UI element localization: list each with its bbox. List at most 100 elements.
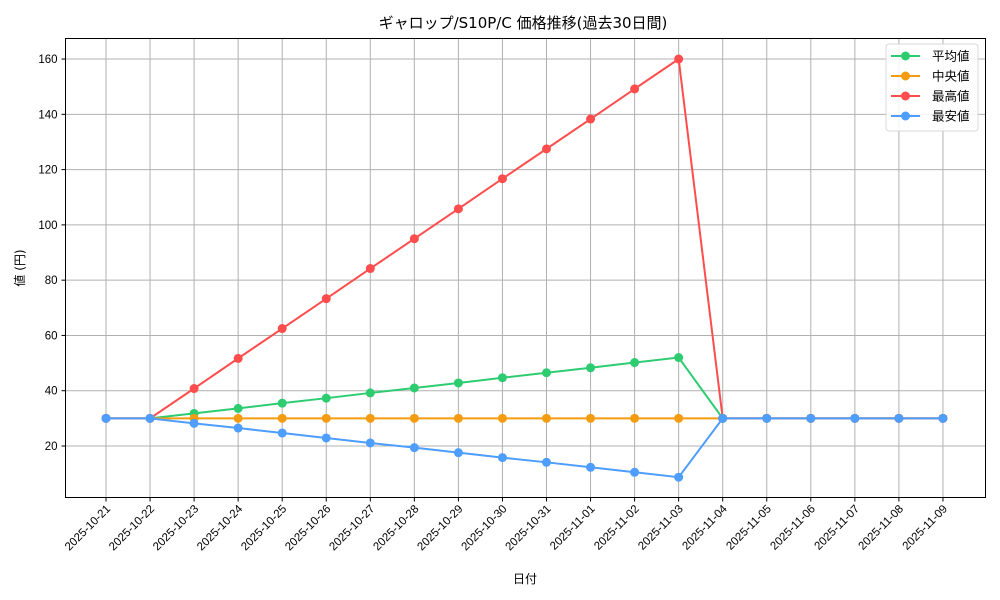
x-tick-label: 2025-11-08 [857,503,906,552]
plot-area-frame [65,38,986,498]
data-point [453,413,463,423]
data-point [630,413,640,423]
x-tick-label: 2025-11-02 [592,503,641,552]
x-tick-label: 2025-10-23 [151,503,201,553]
data-point [365,438,375,448]
legend-marker-icon [901,111,910,121]
x-tick-label: 2025-11-07 [812,503,861,552]
series-line [101,54,948,423]
data-point [630,467,640,477]
x-tick-label: 2025-10-25 [239,503,289,553]
data-point [850,413,860,423]
data-point [586,413,596,423]
y-tick-label: 160 [38,54,57,66]
data-point [409,234,419,244]
data-point [542,144,551,154]
y-tick-label: 40 [45,386,58,398]
data-point [321,393,331,403]
data-point [365,413,375,423]
x-tick-label: 2025-11-03 [636,503,685,552]
data-point [718,413,728,423]
data-point [894,413,904,423]
y-tick-label: 80 [45,275,58,287]
data-point [938,413,948,423]
data-point [321,433,331,443]
legend-item: 中央値 [891,69,970,84]
x-tick-label: 2025-11-09 [901,503,950,552]
x-axis-label: 日付 [513,572,537,586]
data-point [233,413,243,423]
legend-label: 平均値 [932,49,970,64]
data-point [233,423,243,433]
data-point [233,353,243,363]
x-tick-label: 2025-11-06 [768,503,817,552]
data-point [409,383,419,393]
legend-marker-icon [901,91,910,101]
y-axis-ticks: 20 40 60 80 100 120 140 160 [38,54,66,453]
data-point [189,384,199,394]
data-point [101,413,111,423]
x-tick-label: 2025-10-30 [459,503,509,553]
x-tick-label: 2025-10-21 [63,503,113,553]
data-point [497,373,507,383]
data-point [233,403,243,413]
y-tick-label: 100 [38,220,57,232]
legend-box [885,43,979,132]
y-tick-label: 60 [45,330,58,342]
x-tick-label: 2025-10-22 [107,503,157,553]
data-point [189,418,199,428]
data-point [674,413,684,423]
data-point [277,324,287,334]
x-tick-label: 2025-10-26 [283,503,333,553]
series-line [101,353,948,423]
y-axis-label: 値 (円) [12,249,27,286]
data-point [497,413,507,423]
data-point [277,398,287,408]
data-point [453,378,463,388]
data-point [409,413,419,423]
data-point [542,368,551,378]
x-tick-label: 2025-11-05 [724,503,773,552]
legend-item: 平均値 [891,49,970,64]
x-tick-label: 2025-10-27 [327,503,377,553]
data-point [674,353,684,363]
data-point [365,388,375,398]
legend-item: 最高値 [891,89,970,104]
grid-lines [65,38,986,498]
y-tick-label: 120 [38,165,57,177]
data-point [586,363,596,373]
data-point [542,457,551,467]
x-tick-label: 2025-11-04 [680,503,730,553]
data-point [453,204,463,214]
data-point [453,448,463,458]
y-tick-label: 20 [45,441,58,453]
data-point [409,443,419,453]
series-line [101,413,948,482]
data-point [674,472,684,482]
data-point [497,453,507,463]
data-point [321,413,331,423]
x-axis-ticks: 2025-10-212025-10-222025-10-232025-10-24… [63,497,950,553]
data-point [674,54,684,64]
data-point [277,428,287,438]
legend-marker-icon [901,51,910,61]
legend-item: 最安値 [891,109,970,124]
data-point [277,413,287,423]
data-point [542,413,551,423]
x-tick-label: 2025-10-31 [504,503,554,553]
data-point [586,114,596,124]
data-point [806,413,816,423]
data-point [762,413,772,423]
legend-label: 最高値 [932,89,970,104]
y-tick-label: 140 [38,109,57,121]
data-point [630,358,640,368]
data-point [145,413,155,423]
x-tick-label: 2025-11-01 [548,503,597,552]
data-series [101,54,948,482]
x-tick-label: 2025-10-28 [371,503,421,553]
chart-title: ギャロップ/S10P/C 価格推移(過去30日間) [379,14,668,32]
x-tick-label: 2025-10-29 [415,503,465,553]
legend-label: 最安値 [932,109,970,124]
